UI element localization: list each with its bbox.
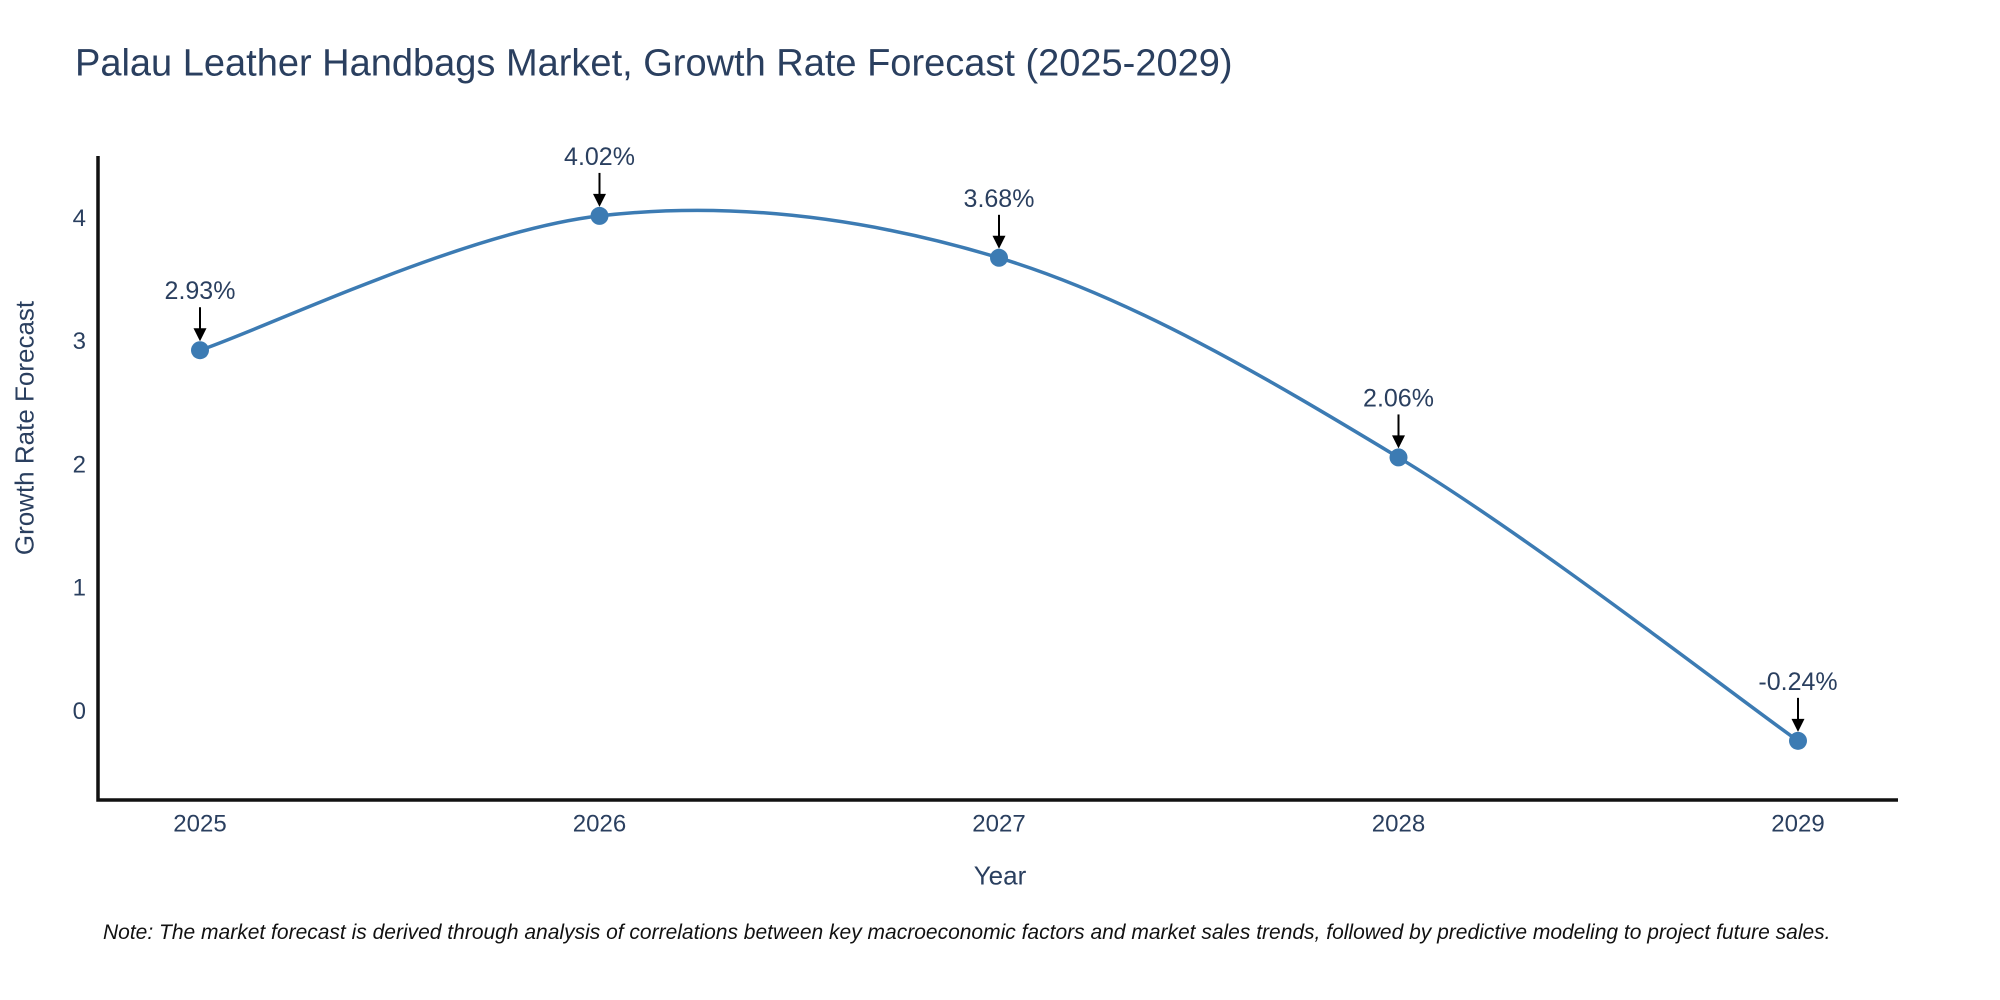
axes — [96, 156, 1898, 802]
data-point-marker — [1789, 731, 1807, 750]
x-tick-label: 2028 — [1372, 811, 1425, 838]
data-point-marker — [590, 206, 609, 225]
data-point-label: 3.68% — [964, 185, 1035, 213]
line-series — [191, 206, 1807, 750]
x-tick-label: 2026 — [573, 811, 626, 838]
data-point-marker — [1389, 448, 1408, 467]
y-tick-label: 3 — [73, 328, 86, 355]
annotations: 2.93% 4.02% 3.68% 2.06% -0.24% — [165, 143, 1838, 732]
forecast-line — [198, 208, 1800, 743]
y-tick-label: 4 — [73, 205, 86, 232]
annotation-arrowhead — [1392, 435, 1405, 449]
x-tick-label: 2027 — [972, 811, 1025, 838]
axis-lines — [96, 156, 1898, 802]
y-axis-title: Growth Rate Forecast — [9, 300, 40, 556]
footnote: Note: The market forecast is derived thr… — [103, 921, 1831, 944]
y-tick-label: 2 — [73, 451, 86, 478]
data-point-label: 2.93% — [165, 277, 236, 305]
data-point-marker — [191, 341, 209, 360]
y-tick-label: 1 — [73, 575, 86, 602]
data-point-label: 2.06% — [1363, 384, 1434, 412]
annotation-arrowhead — [992, 235, 1006, 249]
x-tick-label: 2029 — [1771, 811, 1824, 838]
chart-title: Palau Leather Handbags Market, Growth Ra… — [75, 42, 1233, 85]
annotation-arrowhead — [593, 193, 606, 207]
y-tick-label: 0 — [73, 698, 86, 725]
x-tick-label: 2025 — [173, 811, 226, 838]
x-axis-title: Year — [973, 860, 1027, 891]
data-point-label: 4.02% — [564, 143, 635, 171]
data-point-label: -0.24% — [1758, 668, 1837, 696]
tick-labels: 0 1 2 3 4 2025 2026 2027 2028 2029 — [73, 205, 1825, 838]
annotation-arrowhead — [193, 328, 207, 342]
data-point-marker — [990, 248, 1008, 267]
annotation-arrowhead — [1791, 718, 1805, 732]
